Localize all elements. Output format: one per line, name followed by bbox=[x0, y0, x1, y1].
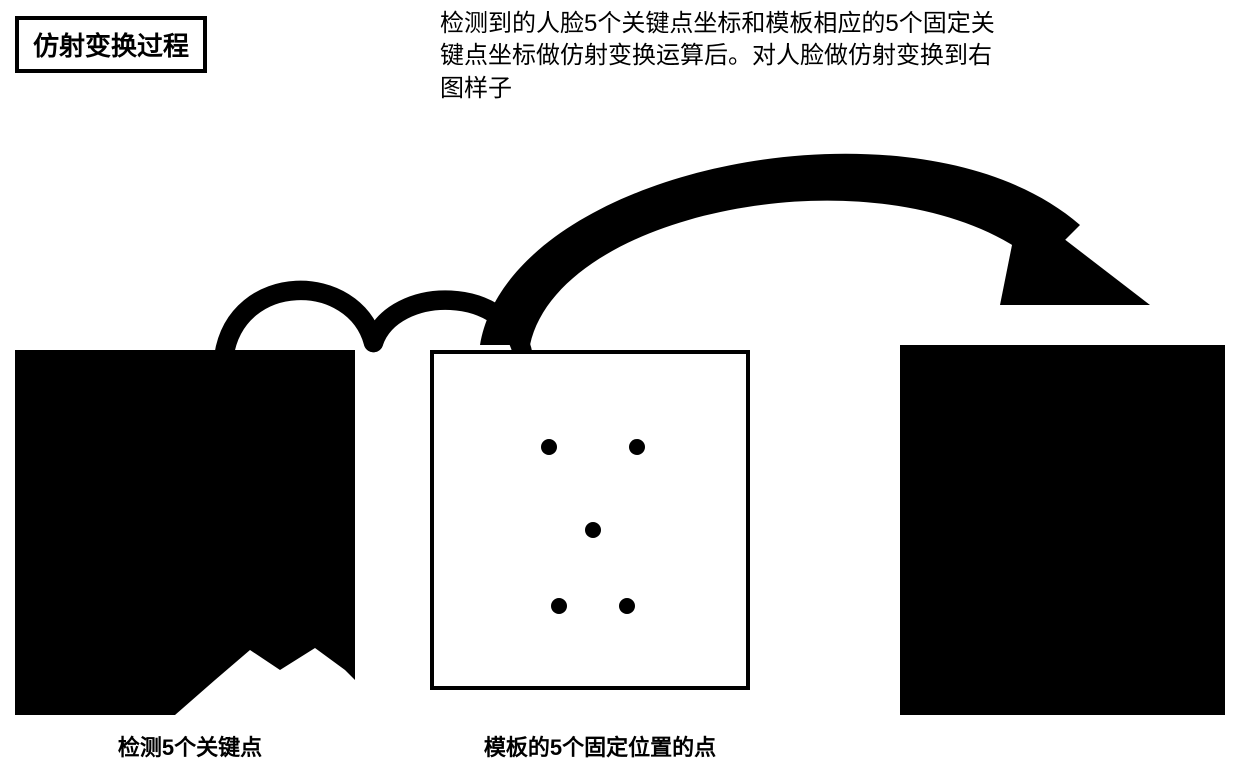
template-keypoint-1 bbox=[541, 439, 557, 455]
panel-detected-face bbox=[15, 350, 355, 715]
description-text: 检测到的人脸5个关键点坐标和模板相应的5个固定关键点坐标做仿射变换运算后。对人脸… bbox=[440, 8, 1000, 105]
panel-aligned-face bbox=[900, 345, 1225, 715]
left-panel-white-region bbox=[15, 350, 355, 715]
big-curved-arrow bbox=[360, 95, 1180, 365]
panel-template-keypoints bbox=[430, 350, 750, 690]
title-box: 仿射变换过程 bbox=[15, 16, 207, 73]
template-keypoint-3 bbox=[585, 522, 601, 538]
caption-center: 模板的5个固定位置的点 bbox=[430, 730, 770, 762]
template-keypoint-4 bbox=[551, 598, 567, 614]
caption-left: 检测5个关键点 bbox=[60, 730, 320, 762]
template-keypoint-5 bbox=[619, 598, 635, 614]
template-keypoint-2 bbox=[629, 439, 645, 455]
